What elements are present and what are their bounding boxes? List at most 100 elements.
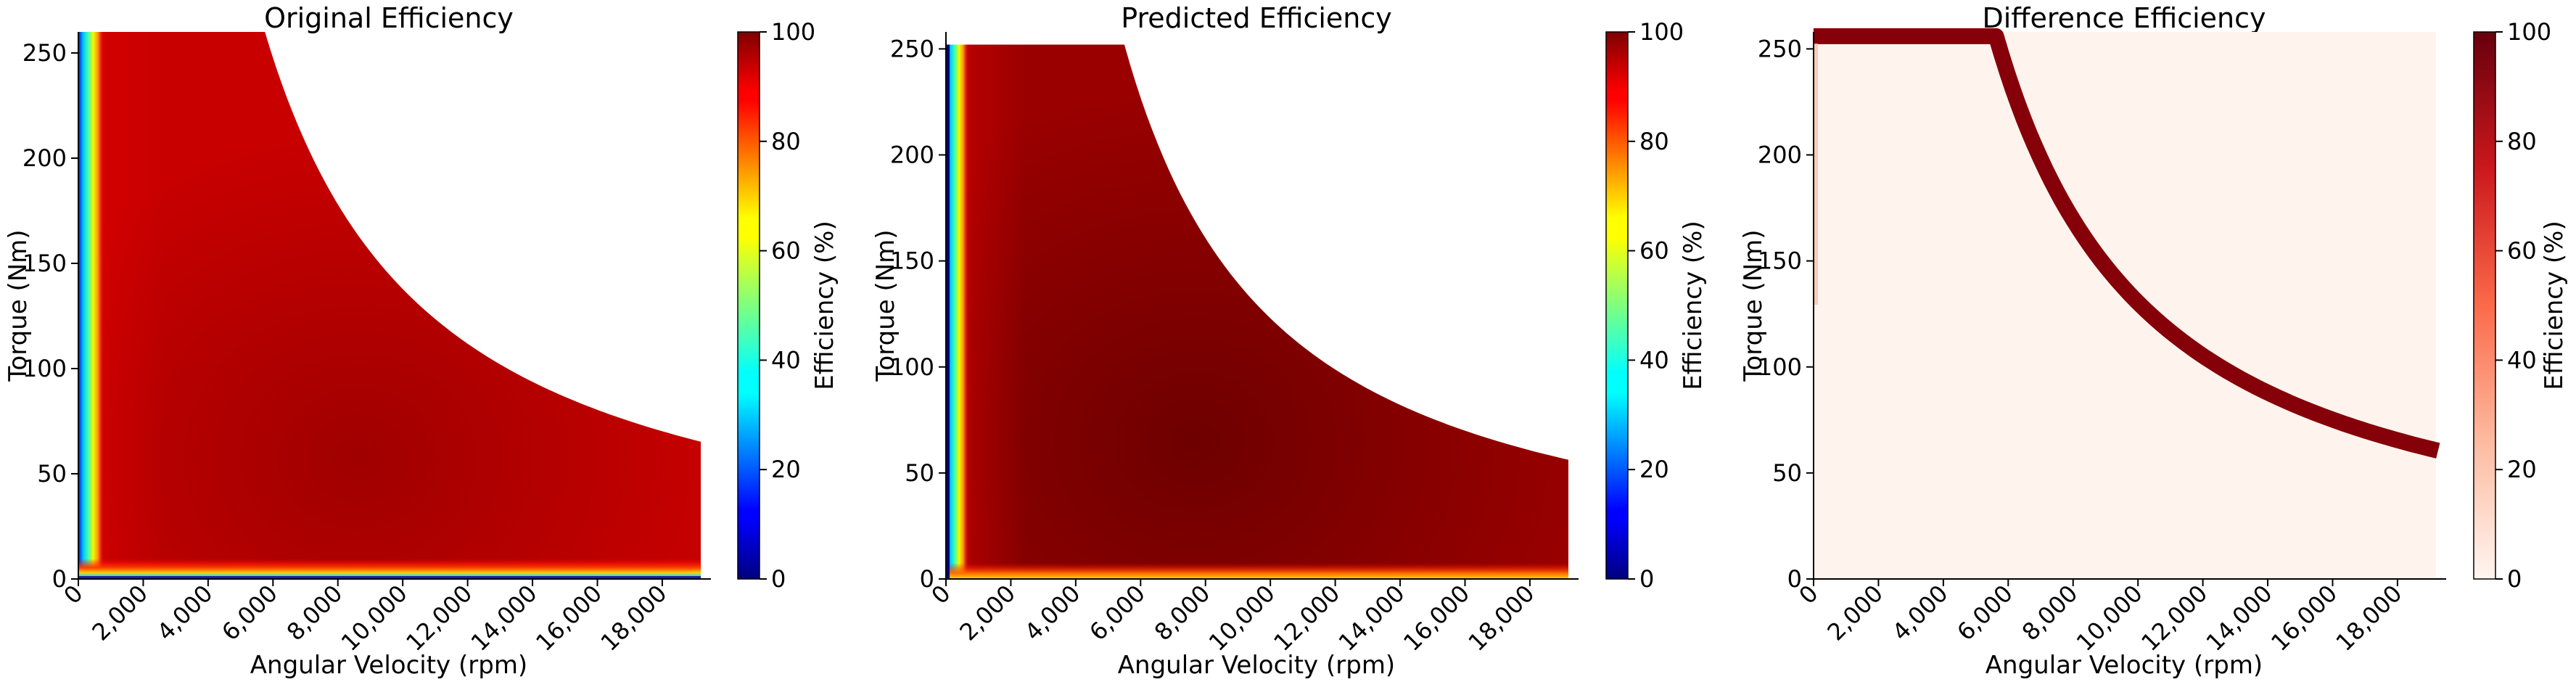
x-tick-label: 12,000 xyxy=(2136,580,2213,657)
x-tick-label: 14,000 xyxy=(2201,580,2278,657)
difference-speckle xyxy=(1814,44,1818,305)
y-tick-label: 200 xyxy=(22,144,67,172)
colorbar-gradient xyxy=(2473,31,2496,580)
y-axis: 0 50 100 150 200 250 Torque (Nm) xyxy=(4,32,79,593)
colorbar: 0 20 40 60 80 100 Efficiency (%) xyxy=(1605,18,1708,593)
heatmap-low-torque-edge xyxy=(946,563,1568,579)
colorbar-label: Efficiency (%) xyxy=(2540,221,2569,390)
chart-title: Original Efficiency xyxy=(264,2,514,34)
colorbar-tick-label: 20 xyxy=(1639,456,1669,483)
colorbar-gradient xyxy=(737,31,760,580)
x-tick-label: 10,000 xyxy=(1203,580,1280,657)
colorbar-label: Efficiency (%) xyxy=(1679,221,1708,390)
difference-band xyxy=(1814,28,2441,459)
x-axis: 02,0004,0006,0008,00010,00012,00014,0001… xyxy=(926,578,1579,680)
x-tick-label: 16,000 xyxy=(2266,580,2342,657)
colorbar-label: Efficiency (%) xyxy=(810,221,839,390)
x-tick-label: 18,000 xyxy=(596,580,672,657)
y-tick-label: 50 xyxy=(1772,459,1802,487)
x-tick-label: 12,000 xyxy=(400,580,477,657)
heatmap-speed-zero-line xyxy=(946,44,950,579)
x-axis: 02,0004,0006,0008,00010,00012,00014,0001… xyxy=(1793,578,2446,680)
x-tick-label: 6,000 xyxy=(1951,580,2018,646)
x-tick-label: 10,000 xyxy=(336,580,413,657)
x-tick-label: 14,000 xyxy=(466,580,543,657)
colorbar-tick-label: 100 xyxy=(771,18,815,46)
y-tick-label: 50 xyxy=(37,460,67,488)
heatmap-core xyxy=(78,32,701,579)
y-axis-label: Torque (Nm) xyxy=(1739,229,1768,382)
heatmap-low-speed-edge xyxy=(78,32,103,579)
heatmap-area xyxy=(1814,28,2441,579)
y-tick-label: 0 xyxy=(920,565,934,593)
x-tick-label: 16,000 xyxy=(530,580,607,657)
colorbar-tick-label: 20 xyxy=(771,456,801,483)
heatmap-core xyxy=(946,44,1568,579)
x-axis: 02,0004,0006,0008,00010,00012,00014,0001… xyxy=(58,578,711,680)
colorbar-tick-label: 20 xyxy=(2507,456,2537,483)
y-axis: 0 50 100 150 200 250 Torque (Nm) xyxy=(871,32,947,593)
heatmap-background xyxy=(1814,32,2436,579)
colorbar-tick-label: 60 xyxy=(1639,237,1669,265)
heatmap-area xyxy=(78,32,701,579)
x-axis-label: Angular Velocity (rpm) xyxy=(1118,651,1395,680)
x-tick-label: 4,000 xyxy=(1887,580,1954,646)
x-tick-label: 10,000 xyxy=(2071,580,2148,657)
colorbar-tick-label: 40 xyxy=(771,346,801,374)
x-tick-label: 12,000 xyxy=(1268,580,1345,657)
y-tick-label: 250 xyxy=(890,35,934,62)
y-tick-label: 150 xyxy=(890,247,934,275)
x-tick-label: 6,000 xyxy=(1084,580,1151,646)
y-tick-label: 250 xyxy=(1758,35,1802,62)
heatmap-area xyxy=(946,44,1568,579)
y-tick-label: 0 xyxy=(52,565,67,593)
x-tick-label: 14,000 xyxy=(1333,580,1410,657)
heatmap-zero-torque-line xyxy=(78,576,701,579)
x-tick-label: 2,000 xyxy=(954,580,1021,646)
colorbar-tick-label: 0 xyxy=(1639,565,1654,593)
colorbar-tick-label: 60 xyxy=(771,237,801,265)
colorbar-tick-label: 100 xyxy=(2507,18,2551,46)
panel-difference: Difference Efficiency 02,0004,0006,0008,… xyxy=(1739,2,2569,680)
y-axis-label: Torque (Nm) xyxy=(871,229,900,382)
y-tick-label: 100 xyxy=(1758,353,1802,381)
colorbar-tick-label: 80 xyxy=(771,128,801,155)
x-tick-label: 4,000 xyxy=(152,580,218,646)
x-tick-label: 18,000 xyxy=(2331,580,2408,657)
colorbar-tick-label: 100 xyxy=(1639,18,1684,46)
colorbar-tick-label: 60 xyxy=(2507,237,2537,265)
colorbar-gradient xyxy=(1605,31,1629,580)
colorbar-tick-label: 0 xyxy=(771,565,786,593)
x-axis-label: Angular Velocity (rpm) xyxy=(1986,651,2263,680)
y-tick-label: 50 xyxy=(905,459,934,487)
y-axis-label: Torque (Nm) xyxy=(4,229,33,382)
x-axis-label: Angular Velocity (rpm) xyxy=(250,651,527,680)
y-tick-label: 100 xyxy=(890,353,934,381)
x-tick-label: 2,000 xyxy=(1822,580,1888,646)
x-tick-label: 16,000 xyxy=(1398,580,1475,657)
y-tick-label: 150 xyxy=(22,250,67,277)
colorbar-tick-label: 40 xyxy=(2507,346,2537,374)
panel-original: Original Efficiency 02,0004,0006,0008,00… xyxy=(4,2,839,680)
panel-predicted: Predicted Efficiency 02,0004,0006,0008,0… xyxy=(871,2,1708,680)
x-tick-label: 2,000 xyxy=(86,580,153,646)
y-tick-label: 150 xyxy=(1758,247,1802,275)
chart-title: Difference Efficiency xyxy=(1982,2,2266,34)
y-tick-label: 200 xyxy=(1758,141,1802,169)
heatmap-low-torque-edge xyxy=(78,559,701,579)
y-tick-label: 200 xyxy=(890,141,934,169)
colorbar-tick-label: 40 xyxy=(1639,346,1669,374)
y-tick-label: 100 xyxy=(22,355,67,382)
colorbar: 0 20 40 60 80 100 Efficiency (%) xyxy=(2473,18,2569,593)
y-tick-label: 0 xyxy=(1787,565,1802,593)
x-tick-label: 18,000 xyxy=(1463,580,1540,657)
y-tick-label: 250 xyxy=(22,39,67,67)
x-tick-label: 6,000 xyxy=(216,580,283,646)
x-tick-label: 4,000 xyxy=(1019,580,1086,646)
colorbar-tick-label: 80 xyxy=(2507,128,2537,155)
colorbar-tick-label: 0 xyxy=(2507,565,2522,593)
y-axis: 0 50 100 150 200 250 Torque (Nm) xyxy=(1739,32,1814,593)
chart-title: Predicted Efficiency xyxy=(1121,2,1392,34)
colorbar-tick-label: 80 xyxy=(1639,128,1669,155)
